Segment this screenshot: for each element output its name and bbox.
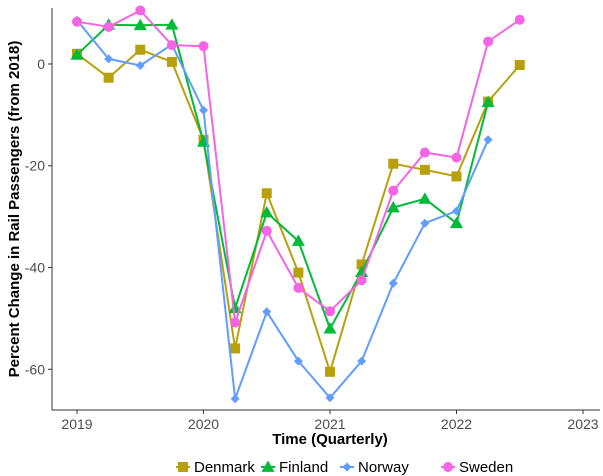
x-axis-title: Time (Quarterly): [272, 431, 388, 448]
data-point-norway: [262, 307, 272, 317]
data-point-finland: [165, 18, 179, 30]
data-point-norway: [104, 54, 114, 64]
data-point-denmark: [261, 188, 272, 199]
data-point-denmark: [293, 267, 304, 278]
data-point-denmark: [514, 59, 525, 70]
data-point-denmark: [230, 343, 241, 354]
legend: Denmark Finland Norway Sweden: [176, 459, 513, 476]
data-point-sweden: [419, 147, 430, 158]
data-point-sweden: [514, 14, 525, 25]
y-tick-label: -20: [25, 158, 45, 174]
plot-area: [70, 5, 525, 404]
data-point-denmark: [356, 259, 367, 270]
data-point-norway: [420, 218, 430, 228]
legend-label: Denmark: [194, 459, 255, 476]
data-point-norway: [199, 105, 208, 115]
data-point-denmark: [451, 171, 462, 182]
legend-label: Norway: [358, 459, 409, 476]
legend-key-marker: [443, 462, 453, 472]
series-line-norway: [76, 19, 490, 400]
data-point-finland: [133, 18, 147, 31]
data-point-sweden: [230, 317, 241, 328]
data-point-sweden: [261, 225, 272, 236]
data-point-finland: [481, 95, 495, 108]
data-point-norway: [325, 393, 335, 403]
data-point-norway: [388, 278, 398, 288]
data-point-denmark: [166, 56, 177, 67]
data-point-norway: [293, 356, 303, 366]
legend-key-marker: [178, 462, 188, 472]
data-point-norway: [357, 356, 367, 366]
data-point-sweden: [103, 21, 114, 32]
data-point-sweden: [135, 5, 146, 16]
legend-item-norway: Norway: [340, 459, 409, 476]
series-line-finland: [76, 23, 490, 330]
data-point-finland: [418, 192, 432, 204]
data-point-sweden: [483, 36, 494, 47]
data-point-denmark: [388, 158, 399, 169]
legend-item-finland: Finland: [261, 459, 328, 476]
data-point-denmark: [103, 72, 114, 83]
legend-label: Finland: [279, 459, 328, 476]
data-point-norway: [483, 135, 493, 145]
y-axis-title: Percent Change in Rail Passengers (from …: [6, 41, 23, 378]
data-point-finland: [260, 206, 274, 218]
data-point-denmark: [325, 366, 335, 377]
x-tick-label: 2020: [188, 416, 219, 432]
x-tick-label: 2022: [441, 416, 472, 432]
data-point-finland: [386, 200, 400, 213]
series-sweden: [72, 5, 525, 328]
data-point-finland: [323, 322, 337, 334]
data-point-sweden: [325, 306, 335, 317]
data-point-finland: [291, 234, 305, 246]
data-point-norway: [230, 394, 240, 404]
x-tick-label: 2021: [314, 416, 345, 432]
x-tick-label: 2023: [567, 416, 598, 432]
y-tick-label: 0: [37, 56, 45, 72]
data-point-norway: [135, 61, 145, 71]
data-point-sweden: [451, 152, 462, 163]
data-point-sweden: [166, 40, 177, 51]
data-point-finland: [450, 216, 463, 229]
data-point-finland: [70, 48, 84, 60]
data-point-finland: [355, 265, 369, 277]
series-finland: [70, 18, 495, 334]
y-tick-label: -40: [25, 260, 45, 276]
series-norway: [72, 15, 493, 404]
legend-label: Sweden: [459, 459, 513, 476]
y-tick-label: -60: [25, 361, 45, 377]
data-point-sweden: [72, 16, 82, 27]
legend-item-denmark: Denmark: [176, 459, 255, 476]
legend-key-marker: [261, 460, 275, 472]
axes: 2019 2020 2021 2022 2023 0 -20 -40 -60: [25, 8, 600, 432]
x-tick-label: 2019: [61, 416, 92, 432]
data-point-sweden: [388, 185, 399, 196]
data-point-sweden: [356, 275, 367, 286]
legend-item-sweden: Sweden: [441, 459, 513, 476]
data-point-denmark: [135, 44, 146, 55]
legend-key-marker: [342, 462, 352, 472]
data-point-sweden: [198, 41, 209, 52]
data-point-sweden: [293, 282, 304, 293]
data-point-denmark: [419, 164, 430, 175]
data-point-norway: [452, 206, 461, 216]
